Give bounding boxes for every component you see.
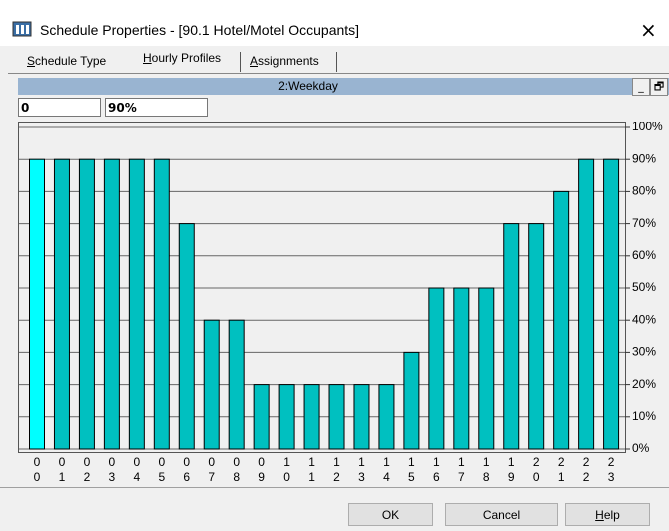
bar <box>153 158 170 450</box>
x-tick-label: 10 <box>280 455 294 485</box>
bar <box>203 319 220 450</box>
x-tick-label: 13 <box>354 455 368 485</box>
bar <box>403 351 420 450</box>
tab[interactable]: Assignments <box>250 54 319 68</box>
y-tick-label: 40% <box>632 312 656 326</box>
bar <box>278 384 295 450</box>
tab[interactable]: Schedule Type <box>27 54 107 68</box>
y-tick-label: 50% <box>632 280 656 294</box>
bar <box>78 158 95 450</box>
bar <box>503 223 520 450</box>
y-tick-label: 100% <box>632 122 663 133</box>
y-tick-label: 0% <box>632 441 650 455</box>
x-tick-label: 03 <box>105 455 119 485</box>
y-tick-label: 30% <box>632 345 656 359</box>
title-bar: Schedule Properties - [90.1 Hotel/Motel … <box>0 0 669 46</box>
y-tick-label: 80% <box>632 184 656 198</box>
app-icon <box>12 21 32 37</box>
tab-divider <box>336 52 337 72</box>
bar <box>528 223 545 450</box>
bar <box>428 287 445 450</box>
x-tick-label: 20 <box>529 455 543 485</box>
x-tick-label: 17 <box>454 455 468 485</box>
cancel-button[interactable]: Cancel <box>445 503 558 526</box>
x-tick-label: 22 <box>579 455 593 485</box>
bar <box>53 158 70 450</box>
x-tick-label: 07 <box>205 455 219 485</box>
bar <box>29 158 45 450</box>
x-tick-label: 00 <box>30 455 44 485</box>
bar <box>353 384 370 450</box>
x-tick-label: 04 <box>130 455 144 485</box>
x-tick-label: 08 <box>230 455 244 485</box>
bar <box>303 384 320 450</box>
y-tick-label: 10% <box>632 409 656 423</box>
hour-field[interactable]: 0 <box>18 98 101 117</box>
bar <box>378 384 395 450</box>
x-tick-label: 06 <box>180 455 194 485</box>
bar <box>578 158 595 450</box>
bar <box>328 384 345 450</box>
x-tick-label: 11 <box>305 455 319 485</box>
close-button[interactable]: × <box>640 18 657 42</box>
x-tick-label: 09 <box>255 455 269 485</box>
bar <box>603 158 620 450</box>
x-tick-label: 14 <box>379 455 393 485</box>
restore-button[interactable]: 🗗 <box>650 78 668 96</box>
tab[interactable]: Hourly Profiles <box>143 51 222 65</box>
x-tick-label: 19 <box>504 455 518 485</box>
bar <box>453 287 470 450</box>
profile-title: 2:Weekday <box>278 79 338 93</box>
ok-button[interactable]: OK <box>348 503 433 526</box>
chart: 0% 10% 20% 30% 40% 50% 60% 70% 80% 90% 100% 00 01 02 0… <box>18 122 663 485</box>
bar <box>478 287 495 450</box>
bar <box>253 384 270 450</box>
x-tick-label: 12 <box>330 455 344 485</box>
window-title: Schedule Properties - [90.1 Hotel/Motel … <box>40 22 360 38</box>
x-tick-label: 18 <box>479 455 493 485</box>
bar <box>178 223 195 450</box>
x-tick-label: 15 <box>404 455 418 485</box>
help-button[interactable]: Help <box>565 503 650 526</box>
y-tick-label: 60% <box>632 248 656 262</box>
tab-line <box>8 73 669 74</box>
bar <box>228 319 245 450</box>
separator <box>0 487 669 488</box>
x-tick-label: 23 <box>604 455 618 485</box>
y-tick-label: 20% <box>632 377 656 391</box>
x-tick-label: 21 <box>554 455 568 485</box>
x-tick-label: 16 <box>429 455 443 485</box>
value-field[interactable]: 90% <box>105 98 208 117</box>
y-tick-label: 90% <box>632 151 656 165</box>
bar <box>553 190 570 450</box>
x-tick-label: 05 <box>155 455 169 485</box>
x-tick-label: 01 <box>55 455 69 485</box>
x-tick-label: 02 <box>80 455 94 485</box>
profile-header: 2:Weekday _ 🗗 <box>18 78 669 96</box>
bar <box>128 158 145 450</box>
bar <box>103 158 120 450</box>
y-tick-label: 70% <box>632 216 656 230</box>
minimize-button[interactable]: _ <box>632 78 650 96</box>
tab-divider <box>240 52 241 72</box>
